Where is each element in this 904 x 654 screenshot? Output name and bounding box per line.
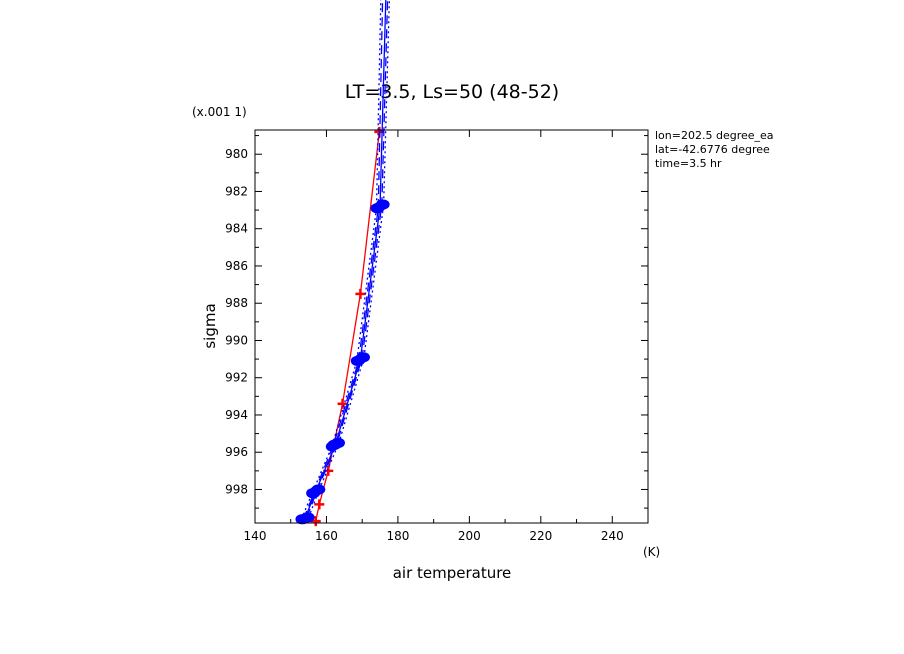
data-point [355,288,366,299]
y-tick-label: 986 [225,259,248,273]
info-time: time=3.5 hr [655,157,722,170]
y-tick-label: 992 [225,371,248,385]
x-axis-label: air temperature [393,564,512,582]
data-point [313,484,326,495]
plot-frame [254,129,649,524]
y-tick-label: 980 [225,147,248,161]
data-point [302,512,315,523]
data-point [337,398,348,409]
x-tick-label: 200 [458,529,481,543]
y-tick-label: 996 [225,445,248,459]
data-point [314,499,325,510]
y-axis-label: sigma [201,303,219,348]
y-tick-label: 994 [225,408,248,422]
x-tick-label: 240 [601,529,624,543]
y-tick-label: 998 [225,482,248,496]
y-tick-label: 982 [225,184,248,198]
series-line [307,0,390,518]
data-point [332,437,345,448]
x-tick-label: 220 [529,529,552,543]
data-point [357,352,370,363]
y-tick-label: 990 [225,333,248,347]
y-tick-label: 988 [225,296,248,310]
series-0 [310,126,385,527]
series-group [295,0,390,527]
series-line [300,0,382,520]
info-lon: lon=202.5 degree_ea [655,129,774,142]
x-tick-label: 180 [386,529,409,543]
y-scale-label: (x.001 1) [192,105,247,119]
series-5 [302,0,390,523]
axis-ticks: 140 160 180 200 220 240 980 982 984 986 988 990 992 9… [225,130,649,543]
info-lat: lat=-42.6776 degree [655,143,770,156]
x-tick-label: 160 [315,529,338,543]
y-tick-label: 984 [225,222,248,236]
x-tick-label: 140 [244,529,267,543]
series-line [306,0,389,518]
chart-title: LT=3.5, Ls=50 (48-52) [345,81,559,103]
x-unit-label: (K) [643,545,660,559]
series-line [302,0,384,520]
info-block: lon=202.5 degree_ea lat=-42.6776 degree … [655,129,774,170]
data-point [377,199,390,210]
